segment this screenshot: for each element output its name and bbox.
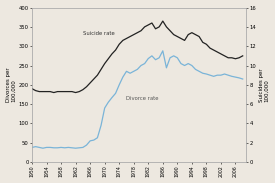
Text: Divorce rate: Divorce rate <box>126 96 159 101</box>
Y-axis label: Suicides per
100,000: Suicides per 100,000 <box>259 68 270 102</box>
Text: Suicide rate: Suicide rate <box>83 31 115 36</box>
Y-axis label: Divorces per
100,000: Divorces per 100,000 <box>6 68 16 102</box>
